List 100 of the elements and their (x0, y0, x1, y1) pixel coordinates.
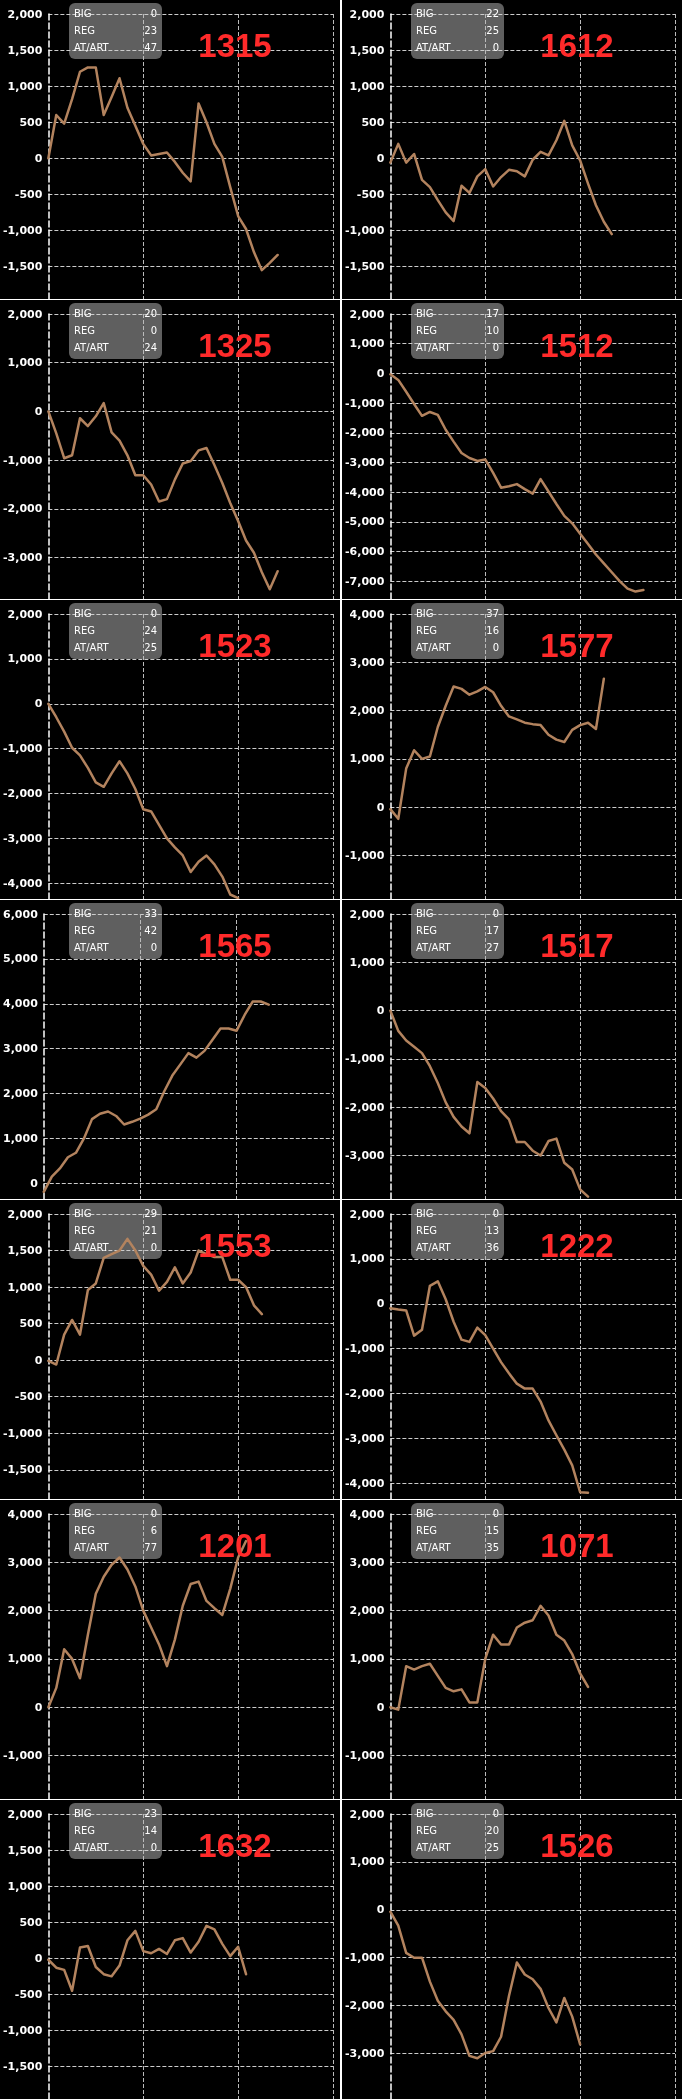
annotation: REG (74, 324, 96, 338)
annotation: 36 (486, 1240, 499, 1255)
annotation: 24 (144, 624, 157, 638)
y-tick-label: -1,000 (345, 1342, 385, 1356)
annotation: 10 (486, 324, 499, 338)
y-tick-label: -1,000 (345, 1749, 385, 1763)
annotation: REG (74, 24, 96, 38)
y-tick-label: 3,000 (349, 1555, 385, 1569)
y-tick-label: -3,000 (3, 831, 43, 845)
y-tick-label: 1,000 (7, 652, 43, 666)
annotation: REG (74, 924, 96, 938)
y-tick-label: 1,000 (349, 79, 385, 93)
y-tick-label: -6,000 (345, 545, 385, 558)
y-tick-label: 2,000 (349, 307, 385, 321)
annotation: REG (416, 924, 438, 938)
y-tick-label: 1,000 (7, 1652, 43, 1666)
y-tick-label: 2,000 (349, 1604, 385, 1618)
y-tick-label: -1,000 (3, 2023, 43, 2037)
y-tick-label: 1,000 (7, 356, 43, 370)
annotation: 21 (144, 1224, 157, 1238)
y-tick-label: 3,000 (349, 655, 385, 669)
annotation: 0 (150, 1507, 157, 1522)
y-tick-label: 500 (19, 115, 43, 129)
y-tick-label: 0 (376, 1903, 385, 1917)
y-tick-label: 4,000 (3, 997, 39, 1011)
annotation: 0 (150, 1240, 157, 1255)
annotation: AT/ART (74, 40, 109, 55)
annotation: 15 (486, 1524, 499, 1538)
annotation: REG (416, 1824, 438, 1838)
y-tick-label: 500 (361, 115, 385, 129)
y-tick-label: -1,000 (345, 849, 385, 863)
annotation: 25 (486, 24, 499, 38)
y-tick-label: 2,000 (7, 7, 43, 21)
annotation: AT/ART (74, 1540, 109, 1555)
y-tick-label: 1,000 (7, 1879, 43, 1893)
y-tick-label: -3,000 (345, 1431, 385, 1445)
annotation: REG (416, 1224, 438, 1238)
annotation: REG (416, 24, 438, 38)
y-tick-label: 2,000 (349, 1807, 385, 1821)
annotation: 0 (492, 40, 499, 55)
annotation: 16 (486, 624, 499, 638)
y-tick-label: 2,000 (7, 307, 43, 321)
chart-title: 1071 (540, 1527, 614, 1564)
annotation: 33 (144, 907, 157, 922)
y-tick-label: 1,000 (349, 337, 385, 351)
y-tick-label: -3,000 (345, 1149, 385, 1163)
y-tick-label: -1,500 (3, 1463, 43, 1477)
line-series (389, 1910, 582, 2060)
annotation: 22 (486, 7, 499, 22)
annotation: BIG (74, 607, 92, 622)
y-tick-label: 0 (376, 1297, 385, 1311)
y-tick-label: -1,500 (3, 2060, 43, 2074)
annotation: 0 (492, 907, 499, 922)
y-tick-label: -1,000 (345, 396, 385, 410)
chart-title: 1315 (198, 27, 272, 64)
y-tick-label: 2,000 (7, 1807, 43, 1821)
annotation: 0 (492, 340, 499, 355)
y-tick-label: 500 (19, 1915, 43, 1929)
y-tick-label: 1,000 (349, 1855, 385, 1869)
chart-title: 1565 (198, 927, 272, 964)
line-series (47, 401, 279, 591)
annotation: REG (74, 1224, 96, 1238)
line-series (42, 1000, 270, 1194)
y-tick-label: 1,000 (7, 79, 43, 93)
y-tick-label: -2,000 (3, 502, 43, 516)
y-tick-label: 1,000 (7, 1280, 43, 1294)
annotation: AT/ART (416, 640, 451, 655)
y-tick-label: 4,000 (7, 1507, 43, 1521)
annotation: 14 (144, 1824, 157, 1838)
y-tick-label: 1,500 (7, 1843, 43, 1857)
annotation: 35 (486, 1540, 499, 1555)
annotation: AT/ART (416, 1840, 451, 1855)
chart-title: 1526 (540, 1827, 614, 1864)
annotation: REG (416, 1524, 438, 1538)
annotation: REG (74, 1524, 96, 1538)
annotation: BIG (416, 907, 434, 922)
y-tick-label: -4,000 (3, 876, 43, 890)
y-tick-label: -500 (14, 1390, 43, 1404)
annotation: 13 (486, 1224, 499, 1238)
y-tick-label: 2,000 (349, 907, 385, 921)
annotation: AT/ART (74, 340, 109, 355)
y-tick-label: -1,000 (345, 223, 385, 237)
y-tick-label: 0 (30, 1176, 39, 1190)
annotation: REG (74, 624, 96, 638)
y-tick-label: -1,000 (3, 453, 43, 467)
y-tick-label: 0 (34, 697, 43, 711)
annotation: 25 (144, 640, 157, 655)
annotation: 17 (486, 924, 499, 938)
y-tick-label: 1,000 (349, 752, 385, 766)
chart-title: 1577 (540, 627, 614, 664)
annotation: 20 (144, 307, 157, 322)
y-tick-label: 0 (34, 404, 43, 418)
y-tick-label: 1,000 (349, 1252, 385, 1266)
annotation: AT/ART (416, 1540, 451, 1555)
y-tick-label: -500 (14, 187, 43, 201)
line-series (47, 702, 240, 899)
y-tick-label: -2,000 (345, 1387, 385, 1401)
y-tick-label: 2,000 (349, 1207, 385, 1221)
annotation: 24 (144, 340, 157, 355)
chart-title: 1325 (198, 327, 272, 364)
